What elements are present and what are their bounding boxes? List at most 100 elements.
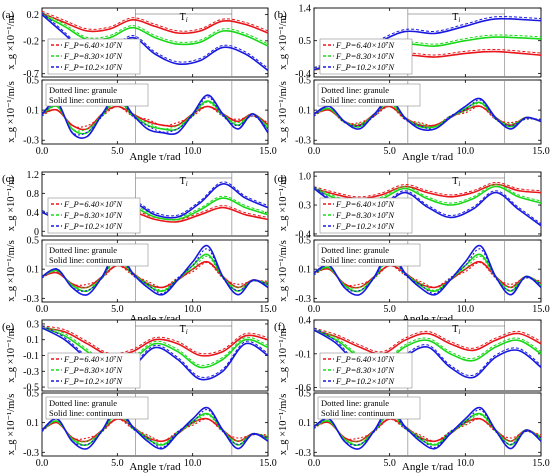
series-line-3 — [313, 97, 542, 132]
dotted-note: Dotted line: granule — [49, 85, 117, 95]
x-tick-label: 0.0 — [36, 146, 49, 157]
x-axis-label: Angle τ/rad — [402, 151, 454, 163]
solid-note: Solid line: continuum — [321, 408, 395, 418]
x-axis-label: Angle τ/rad — [402, 461, 454, 473]
y-tick-label: -0.4 — [295, 69, 311, 80]
legend-label: F_P=6.40×10⁷N — [63, 199, 123, 209]
x-tick-label: 5.0 — [383, 458, 396, 469]
y-tick-label: 0.4 — [27, 208, 40, 219]
legend-label: F_P=10.2×10⁷N — [63, 62, 123, 72]
legend-label: F_P=8.30×10⁷N — [63, 365, 123, 375]
period-label: Ti — [452, 12, 460, 24]
x-tick-label: 0.0 — [36, 458, 49, 469]
series-dashed-line-2 — [41, 12, 269, 45]
series-dotted-line-3 — [313, 409, 542, 448]
dotted-note: Dotted line: granule — [321, 398, 389, 408]
note-box — [317, 396, 421, 420]
y-tick-label: 0.1 — [27, 335, 40, 346]
y-axis-label: x_g ×10⁻¹/m — [278, 15, 289, 70]
y-axis-label: x_g ×10⁻¹/m — [6, 15, 17, 70]
y-tick-label: -0.3 — [23, 367, 39, 378]
period-label-subscript: i — [186, 180, 188, 188]
x-tick-label: 0.0 — [36, 304, 49, 315]
y-tick-label: 0.1 — [299, 106, 312, 117]
subplot-(f)-displacement: 0.4-0.1-0.6x_g ×10⁻¹/m TiF_P=6.40×10⁷NF_P… — [274, 316, 542, 394]
series-dotted-line-3 — [41, 248, 269, 295]
series-dotted-line-3 — [41, 409, 269, 448]
series-line-3 — [313, 244, 542, 296]
series-dashed-line-1 — [41, 10, 269, 32]
x-tick-label: 5.0 — [383, 146, 396, 157]
series-line-1 — [41, 327, 269, 357]
legend-label: F_P=8.30×10⁷N — [335, 210, 395, 220]
y-axis-label: x_g ×10⁻¹/m/s — [6, 240, 17, 302]
y-tick-label: -0.6 — [295, 383, 311, 394]
y-tick-label: 0.5 — [299, 76, 312, 87]
y-tick-label: 0.5 — [27, 236, 40, 247]
series-dotted-line-1 — [313, 105, 542, 127]
dotted-note: Dotted line: granule — [321, 85, 389, 95]
y-axis-label: x_g ×10⁻¹/m/s — [278, 240, 289, 302]
series-dotted-line-1 — [313, 418, 542, 442]
period-label: Ti — [180, 12, 188, 24]
x-tick-label: 10.0 — [184, 458, 202, 469]
x-tick-label: 10.0 — [457, 146, 475, 157]
legend-label: F_P=10.2×10⁷N — [63, 376, 123, 386]
dotted-note: Dotted line: granule — [49, 398, 117, 408]
y-tick-label: 0.1 — [27, 106, 40, 117]
y-tick-label: -0.4 — [295, 229, 311, 240]
x-tick-label: 10.0 — [457, 458, 475, 469]
series-dotted-line-1 — [41, 105, 269, 128]
y-tick-label: 0.3 — [27, 319, 40, 330]
subplot-(b)-displacement: 1.40.5-0.4x_g ×10⁻¹/m TiF_P=6.40×10⁷NF_P=… — [274, 4, 542, 80]
y-tick-label: 1.2 — [27, 170, 40, 181]
y-tick-label: 0.5 — [299, 389, 312, 400]
y-tick-label: 0 — [34, 227, 39, 238]
y-axis-label: x_g ×10⁻¹/m/s — [6, 394, 17, 456]
y-tick-label: -0.7 — [23, 69, 39, 80]
note-box — [45, 243, 149, 267]
series-dotted-line-2 — [313, 102, 542, 128]
solid-note: Solid line: continuum — [321, 95, 395, 105]
legend-box — [47, 197, 141, 234]
subplot-(f)-velocity: 0.5 0.1 -0.3 x_g ×10⁻¹/m/s Dotted line: gran… — [278, 389, 550, 473]
subplot-(c)-displacement: 1.20.80.40x_g ×10⁻¹/m TiF_P=6.40×10⁷NF_P=… — [2, 170, 269, 238]
y-tick-label: 0.1 — [27, 265, 40, 276]
x-axis-label: Angle τ/rad — [129, 461, 181, 473]
series-line-2 — [41, 13, 269, 47]
legend-label: F_P=6.40×10⁷N — [63, 354, 123, 364]
x-tick-label: 0.0 — [308, 304, 321, 315]
series-dashed-line-2 — [313, 327, 542, 363]
y-tick-label: -0.3 — [295, 136, 311, 147]
y-tick-label: -0.3 — [23, 448, 39, 459]
subplot-(a)-velocity: 0.5 0.1 -0.3 x_g ×10⁻¹/m/s Dotted line: gran… — [6, 76, 277, 164]
x-tick-label: 5.0 — [111, 458, 124, 469]
series-line-2 — [41, 253, 269, 293]
subplot-(c)-velocity: 0.5 0.1 -0.3 x_g ×10⁻¹/m/s Dotted line: gran… — [6, 236, 277, 326]
note-box — [45, 83, 149, 107]
y-tick-label: 0.5 — [299, 236, 312, 247]
y-axis-label: x_g ×10⁻¹/m/s — [278, 81, 289, 143]
series-dotted-line-3 — [41, 96, 269, 136]
period-label: Ti — [180, 176, 188, 188]
series-dashed-line-1 — [313, 48, 542, 69]
solid-note: Solid line: continuum — [321, 255, 395, 265]
y-tick-label: -0.3 — [23, 294, 39, 305]
period-label-subscript: i — [458, 16, 460, 24]
period-label-subscript: i — [186, 328, 188, 336]
y-axis-label: x_g ×10⁻¹/m — [278, 328, 289, 383]
series-dashed-line-1 — [41, 325, 269, 355]
x-tick-label: 5.0 — [383, 304, 396, 315]
period-label: Ti — [452, 176, 460, 188]
series-line-1 — [41, 12, 269, 35]
series-dotted-line-1 — [41, 262, 269, 288]
y-tick-label: -0.2 — [23, 36, 39, 47]
series-line-3 — [41, 94, 269, 139]
series-line-1 — [313, 417, 542, 443]
y-tick-label: 0.4 — [299, 316, 312, 327]
y-tick-label: -0.3 — [295, 448, 311, 459]
legend-label: F_P=6.40×10⁷N — [335, 199, 395, 209]
period-label: Ti — [180, 324, 188, 336]
legend-label: F_P=6.40×10⁷N — [335, 354, 395, 364]
